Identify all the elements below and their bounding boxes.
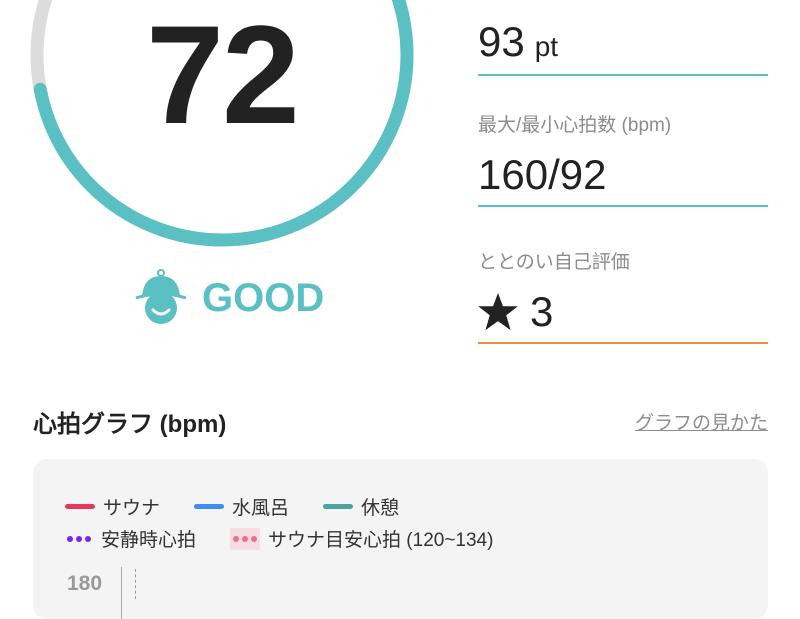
self-rating-label: ととのい自己評価 <box>478 252 630 273</box>
legend-cold-bath: 水風呂 <box>194 493 289 520</box>
legend-label: サウナ <box>103 498 161 519</box>
status-label: GOOD <box>202 275 325 320</box>
sauna-target-swatch <box>230 527 261 550</box>
heart-rate-graph-card: サウナ 水風呂 休憩 安静時心拍 サウナ目安心拍 (120~134) 180 <box>33 459 768 619</box>
points-stat: 93 pt <box>478 18 768 76</box>
self-rating-value: 3 <box>530 288 554 335</box>
cold-bath-swatch <box>194 504 225 509</box>
legend-label: サウナ目安心拍 (120~134) <box>268 530 494 551</box>
legend-resting-hr: 安静時心拍 <box>65 525 196 552</box>
legend-row: サウナ 水風呂 休憩 <box>65 493 433 520</box>
legend-sauna-target: サウナ目安心拍 (120~134) <box>230 525 493 552</box>
legend-rest: 休憩 <box>323 493 399 520</box>
legend-row: 安静時心拍 サウナ目安心拍 (120~134) <box>65 525 527 552</box>
y-tick-180: 180 <box>67 572 103 595</box>
divider <box>478 74 768 76</box>
y-axis <box>121 567 122 619</box>
heart-rate-value: 160/92 <box>478 151 607 198</box>
sauna-swatch <box>65 504 95 509</box>
heart-rate-label: 最大/最小心拍数 (bpm) <box>478 115 672 136</box>
bell-hat-face-icon <box>135 269 187 324</box>
legend-label: 安静時心拍 <box>101 530 197 551</box>
resting-hr-swatch <box>65 530 93 548</box>
divider <box>478 205 768 207</box>
status-badge: GOOD <box>134 268 324 328</box>
graph-help-link[interactable]: グラフの見かた <box>634 413 768 434</box>
score-value: 72 <box>146 0 300 153</box>
score-ring <box>30 0 414 247</box>
graph-title: 心拍グラフ (bpm) <box>33 411 227 438</box>
legend-sauna: サウナ <box>65 493 160 520</box>
score-progress-arc <box>30 0 414 247</box>
points-unit: pt <box>534 31 559 62</box>
rest-swatch <box>323 504 354 509</box>
legend-label: 水風呂 <box>232 498 290 519</box>
legend-label: 休憩 <box>361 498 400 519</box>
divider <box>478 342 768 344</box>
self-rating-stat: ととのい自己評価 3 <box>478 247 768 344</box>
gridline <box>135 569 136 599</box>
points-value: 93 <box>478 18 525 65</box>
heart-rate-stat: 最大/最小心拍数 (bpm) 160/92 <box>478 110 768 207</box>
star-icon <box>478 293 518 331</box>
